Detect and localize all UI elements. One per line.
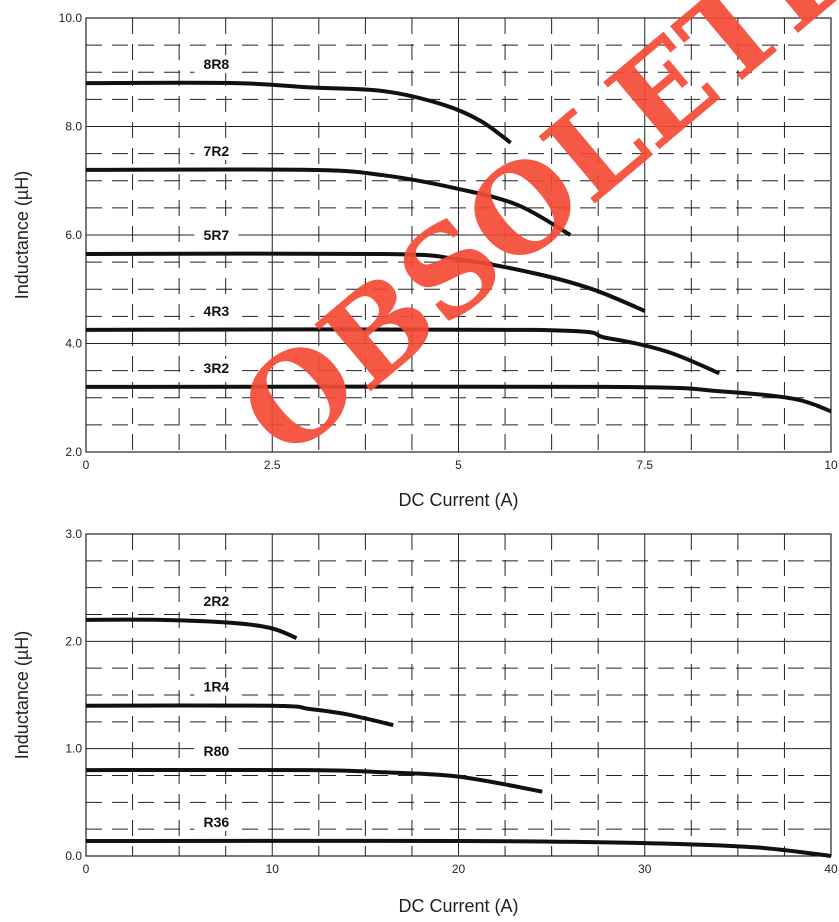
series-label-background [194,225,239,244]
series-label-r80: R80 [204,743,230,759]
y-tick-label: 3.0 [65,527,82,541]
y-tick-label: 4.0 [65,337,82,351]
plot-frame [85,533,832,857]
y-tick-label: 2.0 [65,445,82,459]
x-tick-label: 10 [266,862,280,876]
series-line-r80 [85,767,543,794]
x-tick-label: 40 [824,862,838,876]
y-tick-label: 1.0 [65,742,82,756]
x-axis-label: DC Current (A) [398,896,518,916]
plot-frame [85,17,832,453]
series-line-7r2 [85,167,572,237]
series-label-background [194,358,239,377]
series-line-2r2 [85,617,298,640]
series-line-1r4 [85,703,394,728]
series-line-5r7 [85,251,646,313]
series-line-r36 [85,838,832,858]
series-label-2r2: 2R2 [204,593,230,609]
series-label-8r8: 8R8 [204,56,230,72]
x-tick-label: 2.5 [264,458,281,472]
series-label-background [194,742,239,761]
x-tick-label: 7.5 [636,458,653,472]
series-line-4r3 [85,327,721,376]
x-tick-label: 30 [638,862,652,876]
x-tick-label: 0 [83,862,90,876]
series-line-8r8 [85,80,512,145]
y-tick-label: 6.0 [65,228,82,242]
x-tick-label: 20 [452,862,466,876]
y-axis-label: Inductance (µH) [12,171,32,299]
x-tick-label: 0 [83,458,90,472]
y-tick-label: 10.0 [59,11,83,25]
series-label-5r7: 5R7 [204,227,230,243]
chart-top: 0 2.5 5 7.5 10 2.0 4.0 6.0 8.0 10.0 DC Current (A)… [12,11,838,510]
x-tick-label: 5 [455,458,462,472]
series-label-7r2: 7R2 [204,143,230,159]
series-label-3r2: 3R2 [204,360,230,376]
series-label-background [194,141,239,160]
series-label-4r3: 4R3 [204,303,230,319]
y-axis-label: Inductance (µH) [12,631,32,759]
series-label-background [194,301,239,320]
series-label-background [194,55,239,74]
series-label-background [194,812,239,831]
x-tick-label: 10 [824,458,838,472]
y-tick-label: 8.0 [65,120,82,134]
series-label-background [194,677,239,696]
series-line-3r2 [85,384,832,414]
chart-bottom: 0 10 20 30 40 0.0 1.0 2.0 3.0 DC Current (A) Induc… [12,527,838,916]
series-label-1r4: 1R4 [204,679,230,695]
y-tick-label: 0.0 [65,849,82,863]
y-tick-label: 2.0 [65,634,82,648]
x-axis-label: DC Current (A) [398,490,518,510]
series-label-r36: R36 [204,814,230,830]
series-label-background [194,591,239,610]
